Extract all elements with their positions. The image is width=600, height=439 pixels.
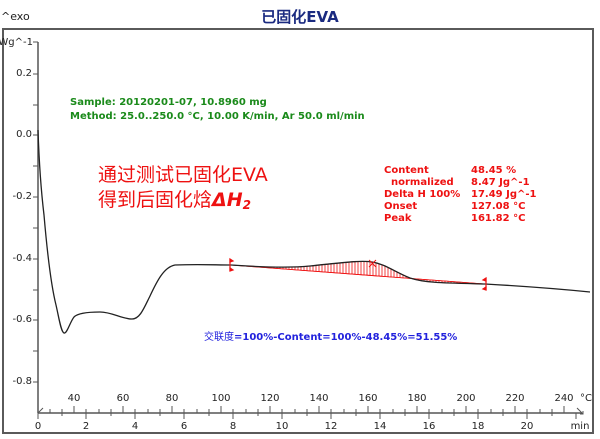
dsc-curve (37, 129, 591, 334)
x-temp-unit-label: °C (580, 393, 592, 404)
x-time-tick-label: 8 (229, 421, 237, 432)
annotation: 通过测试已固化EVA 得到后固化焓ΔH2 (98, 163, 268, 218)
annotation-line-2: 得到后固化焓ΔH2 (98, 189, 251, 212)
x-time-tick-label: 0 (34, 421, 42, 432)
y-tick-label: -0.2 (12, 191, 32, 202)
y-tick-label: -0.4 (12, 253, 32, 264)
y-unit-label: Wg^-1 (0, 37, 33, 48)
result-row: Delta H 100% 17.49 Jg^-1 (384, 189, 537, 200)
exo-direction-label: ^exo (1, 10, 30, 23)
peak-marker (368, 259, 377, 268)
chart-frame (2, 28, 594, 434)
x-time-tick-label: 6 (180, 421, 188, 432)
x-temp-tick-label: 240 (554, 393, 574, 404)
sample-line: Sample: 20120201-07, 10.8960 mg (70, 97, 267, 108)
x-temp-ticks (49, 406, 565, 413)
y-tick-label: -0.6 (12, 314, 32, 325)
chart-title: 已固化EVA (261, 8, 339, 26)
x-time-tick-label: 10 (275, 421, 289, 432)
x-time-tick-label: 12 (324, 421, 338, 432)
integration-baseline (230, 264, 486, 285)
sample-info: Sample: 20120201-07, 10.8960 mg Method: … (70, 96, 365, 124)
result-row: Onset 127.08 °C (384, 201, 526, 212)
x-time-tick-label: 2 (82, 421, 90, 432)
x-temp-tick-label: 100 (211, 393, 231, 404)
y-ticks (33, 73, 38, 383)
result-row: Peak 161.82 °C (384, 213, 526, 224)
x-time-tick-label: 16 (422, 421, 436, 432)
x-temp-tick-label: 60 (116, 393, 130, 404)
crosslink-formula: 交联度=100%-Content=100%-48.45%=51.55% (204, 332, 458, 343)
x-temp-tick-label: 180 (407, 393, 427, 404)
x-temp-tick-label: 40 (67, 393, 81, 404)
results-table: Content 48.45 % normalized 8.47 Jg^-1 Delt… (384, 165, 536, 225)
result-row: normalized 8.47 Jg^-1 (391, 177, 530, 188)
result-row: Content 48.45 % (384, 165, 517, 176)
y-tick-label: 0.2 (16, 68, 32, 79)
y-tick-label: 0.0 (16, 129, 32, 140)
integration-area (230, 260, 486, 285)
x-time-unit-label: min (570, 421, 590, 432)
x-temp-tick-label: 140 (309, 393, 329, 404)
x-time-tick-label: 18 (471, 421, 485, 432)
annotation-line-1: 通过测试已固化EVA (98, 164, 268, 186)
x-temp-tick-label: 160 (358, 393, 378, 404)
y-tick-label: -0.8 (12, 376, 32, 387)
x-time-tick-label: 4 (131, 421, 139, 432)
x-time-tick-label: 20 (520, 421, 534, 432)
x-time-ticks (37, 413, 577, 419)
x-temp-tick-label: 200 (456, 393, 476, 404)
method-line: Method: 25.0..250.0 °C, 10.00 K/min, Ar … (70, 111, 365, 122)
integration-start-marker (229, 257, 235, 272)
x-time-tick-label: 14 (373, 421, 387, 432)
x-temp-tick-label: 120 (260, 393, 280, 404)
integration-end-marker (481, 276, 487, 291)
delta-h-symbol: ΔH2 (212, 189, 251, 212)
x-temp-tick-label: 220 (505, 393, 525, 404)
x-temp-tick-label: 80 (165, 393, 179, 404)
